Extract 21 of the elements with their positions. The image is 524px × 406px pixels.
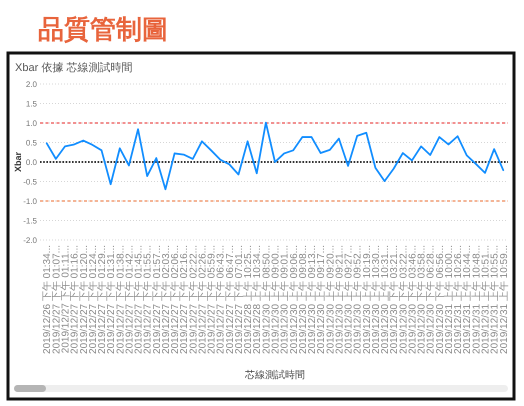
line-series bbox=[46, 122, 504, 190]
chart-title: 品質管制圖 bbox=[38, 15, 168, 45]
x-axis-title: 芯線測試時間 bbox=[244, 369, 305, 381]
y-tick-label: 1.0 bbox=[26, 118, 38, 128]
y-tick-label: 0.0 bbox=[26, 158, 38, 167]
x-tick-label: 2019/12/27 下午 01:11... bbox=[60, 245, 72, 354]
y-tick-label: -1.5 bbox=[23, 216, 38, 226]
y-tick-label: -1.0 bbox=[23, 196, 38, 206]
y-tick-label: -0.5 bbox=[23, 177, 38, 186]
x-tick-label: 2019/12/27 下午 01:07... bbox=[50, 245, 62, 354]
x-tick-label: 2019/12/30 上午 08:50... bbox=[260, 245, 272, 354]
y-tick-label: 1.5 bbox=[26, 99, 38, 108]
chart-subtitle: Xbar 依據 芯線測試時間 bbox=[15, 61, 132, 74]
x-tick-label: 2019/12/31 上午 10:48... bbox=[470, 245, 482, 354]
y-axis-title: Xbar bbox=[13, 152, 23, 172]
x-tick-label: 2019/12/30 上午 09:00... bbox=[270, 245, 282, 354]
x-tick-label: 2019/12/31 上午 10:59... bbox=[498, 245, 510, 354]
y-tick-label: -2.0 bbox=[23, 236, 38, 245]
y-tick-label: 2.0 bbox=[26, 80, 38, 89]
x-tick-label: 2019/12/31 上午 10:51... bbox=[480, 245, 492, 354]
y-tick-label: 0.5 bbox=[26, 138, 38, 148]
